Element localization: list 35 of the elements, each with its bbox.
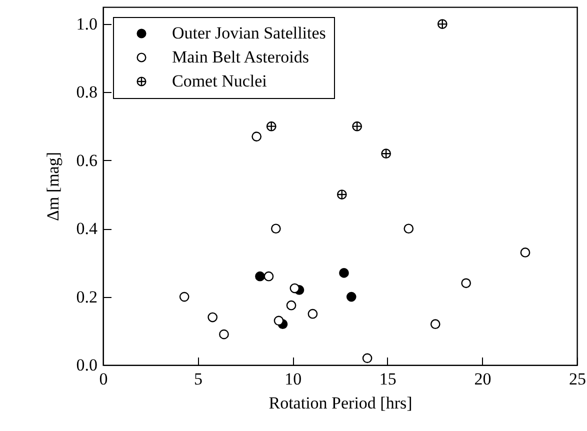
point bbox=[286, 300, 296, 310]
y-tick-label: 0.6 bbox=[76, 150, 98, 170]
point bbox=[339, 268, 349, 278]
y-tick-label: 0.2 bbox=[76, 287, 98, 306]
point bbox=[270, 224, 281, 234]
point bbox=[346, 292, 356, 302]
x-tick-label: 20 bbox=[474, 370, 492, 388]
legend-label: Main Belt Asteroids bbox=[172, 48, 309, 66]
x-axis-title: Rotation Period [hrs] bbox=[268, 394, 412, 412]
x-tick-label: 15 bbox=[379, 370, 396, 388]
point bbox=[461, 278, 472, 288]
legend-label: Outer Jovian Satellites bbox=[172, 24, 326, 42]
y-axis-title: Δm [mag] bbox=[43, 152, 62, 221]
point bbox=[274, 316, 284, 326]
y-tick-label: 0.0 bbox=[76, 356, 98, 374]
legend-label: Comet Nuclei bbox=[172, 72, 268, 90]
x-tick-label: 25 bbox=[569, 370, 586, 388]
y-tick-label: 0.8 bbox=[76, 82, 98, 102]
x-tick-label: 10 bbox=[284, 370, 302, 388]
point bbox=[208, 312, 218, 322]
point bbox=[255, 271, 265, 282]
point bbox=[404, 224, 414, 234]
point bbox=[252, 132, 262, 142]
point bbox=[264, 271, 274, 282]
y-tick-label: 0.4 bbox=[76, 219, 98, 238]
y-tick-label: 1.0 bbox=[76, 14, 98, 34]
point bbox=[430, 319, 440, 330]
point bbox=[179, 292, 190, 302]
point bbox=[362, 353, 372, 364]
point bbox=[290, 283, 300, 294]
x-tick-label: 5 bbox=[194, 370, 203, 388]
point bbox=[520, 248, 530, 258]
point bbox=[219, 329, 229, 340]
x-tick-label: 0 bbox=[99, 370, 108, 388]
point bbox=[308, 308, 318, 319]
